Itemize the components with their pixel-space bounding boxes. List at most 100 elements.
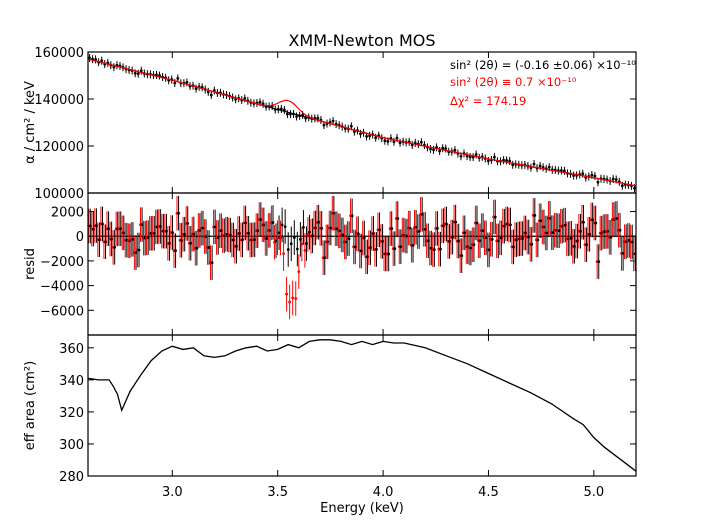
spectrum-point [352, 130, 356, 134]
y-tick-label: 320 [59, 406, 84, 421]
residual-point [475, 221, 479, 225]
y-axis-title: eff area (cm²) [23, 361, 38, 450]
residual-point-red [297, 270, 301, 274]
residual-point [378, 228, 381, 232]
spectrum-point [206, 90, 210, 94]
residual-point [283, 225, 287, 228]
residual-point [268, 228, 272, 232]
y-tick-label: 140000 [34, 93, 84, 108]
panel-frame [87, 192, 637, 336]
residual-point [107, 227, 110, 231]
residual-point [569, 236, 573, 240]
spectrum-point [316, 116, 320, 120]
chart-title: XMM-Newton MOS [288, 31, 435, 50]
residual-point [539, 219, 543, 223]
y-tick-label: 340 [59, 374, 84, 389]
residual-point [618, 228, 622, 232]
residual-point [204, 235, 208, 238]
residual-point [390, 227, 394, 230]
residual-point [277, 231, 281, 235]
residual-point [101, 222, 104, 226]
residual-point [134, 251, 138, 254]
x-tick-label: 4.5 [478, 485, 499, 500]
residual-point [372, 232, 375, 235]
residual-point [356, 232, 360, 236]
residual-point [435, 227, 439, 230]
residual-point [393, 247, 397, 251]
spectrum-point [176, 76, 180, 80]
residual-point [201, 226, 205, 230]
spectrum-point [441, 146, 445, 150]
residual-point [597, 260, 601, 263]
residual-point [478, 239, 482, 243]
residual-point [186, 222, 190, 225]
residual-point [113, 245, 117, 249]
spectrum-point [185, 81, 189, 84]
residual-point [487, 248, 491, 252]
spectrum-point [432, 148, 435, 152]
x-tick-label: 5.0 [584, 485, 605, 500]
residual-point [365, 255, 369, 259]
residual-point [387, 252, 391, 256]
residual-point [551, 231, 555, 235]
y-tick-label: 160000 [34, 46, 84, 61]
residual-point [582, 220, 585, 224]
x-tick-label: 3.0 [162, 485, 183, 500]
residual-point [353, 245, 357, 249]
spectrum-point [243, 97, 247, 100]
residual-point [530, 242, 534, 246]
residual-point [180, 238, 184, 242]
spectrum-point [453, 148, 457, 152]
y-tick-label: 300 [59, 438, 84, 453]
residual-point [146, 236, 150, 240]
residual-point [317, 220, 321, 224]
residual-point [509, 223, 512, 227]
residual-point-red [285, 292, 289, 296]
residual-point [432, 248, 436, 252]
residual-point [119, 227, 123, 231]
panels: 100000 120000 140000 160000 α / cm² / keV sin… [23, 46, 637, 500]
residual-point [192, 232, 196, 236]
spectrum-point [100, 59, 104, 63]
residual-point [137, 248, 141, 252]
residual-point [445, 222, 448, 226]
spectrum-point [438, 149, 442, 153]
residual-point [198, 229, 202, 232]
residual-point [219, 229, 223, 233]
spectrum-point [94, 58, 98, 61]
spectrum-point [614, 178, 618, 181]
spectrum-point [286, 112, 289, 116]
residual-point [332, 211, 336, 215]
residual-point [122, 231, 126, 235]
residual-point-red [300, 242, 304, 246]
y-tick-label: −6000 [40, 304, 84, 319]
spectrum-point [486, 159, 490, 163]
y-tick-label: 2000 [51, 206, 84, 221]
spectrum-point [563, 169, 566, 173]
residual-point [545, 231, 549, 235]
spectrum-point [572, 174, 575, 177]
annotation-1: sin² (2θ) = (-0.16 ±0.06) ×10⁻¹⁰ [450, 58, 636, 72]
residual-point [323, 256, 327, 260]
residual-point [238, 232, 241, 235]
residual-point [262, 223, 266, 227]
y-axis-title: α / cm² / keV [23, 81, 38, 164]
residual-point-red [276, 236, 279, 240]
residual-point [521, 237, 525, 240]
residual-point [527, 235, 531, 239]
spectrum-point [474, 153, 478, 156]
x-tick-label: 4.0 [373, 485, 394, 500]
spectrum-point [508, 159, 512, 163]
spectrum-point [194, 87, 198, 90]
spectrum-point [374, 136, 378, 140]
residual-point [417, 230, 421, 233]
spectrum-point [465, 154, 469, 158]
spectrum-point [139, 69, 143, 73]
residual-point [621, 252, 625, 255]
residual-point [311, 234, 314, 238]
panel-frame [87, 51, 637, 194]
eff-area-line [87, 339, 637, 472]
residual-point [484, 236, 488, 240]
residual-point [326, 240, 330, 244]
spectrum-point [502, 158, 505, 162]
